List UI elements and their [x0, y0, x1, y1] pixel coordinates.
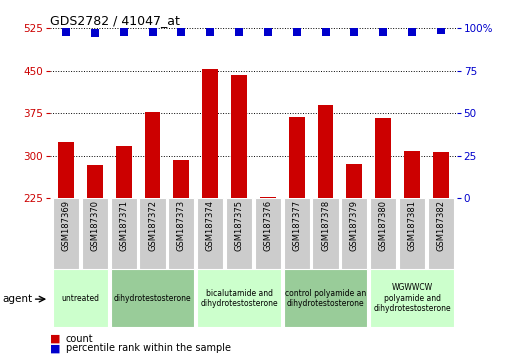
- Bar: [231, 75, 247, 198]
- Point: [177, 29, 185, 35]
- Bar: [58, 142, 74, 198]
- Text: GSM187378: GSM187378: [321, 200, 330, 251]
- FancyBboxPatch shape: [428, 198, 454, 269]
- Point: [62, 29, 70, 35]
- FancyBboxPatch shape: [370, 269, 454, 327]
- Bar: [145, 112, 161, 198]
- Bar: [289, 117, 305, 198]
- FancyBboxPatch shape: [313, 198, 338, 269]
- Point: [263, 29, 272, 35]
- Bar: [173, 160, 189, 198]
- Point: [408, 29, 416, 35]
- FancyBboxPatch shape: [341, 198, 367, 269]
- FancyBboxPatch shape: [370, 198, 397, 269]
- Point: [235, 29, 243, 35]
- Text: GSM187370: GSM187370: [90, 200, 99, 251]
- Text: dihydrotestosterone: dihydrotestosterone: [114, 294, 191, 303]
- Text: ■: ■: [50, 334, 61, 344]
- Bar: [346, 164, 362, 198]
- FancyBboxPatch shape: [168, 198, 194, 269]
- FancyBboxPatch shape: [139, 198, 166, 269]
- Point: [379, 29, 388, 35]
- FancyBboxPatch shape: [53, 198, 79, 269]
- FancyBboxPatch shape: [197, 269, 281, 327]
- Text: untreated: untreated: [61, 294, 99, 303]
- Bar: [116, 145, 131, 198]
- Bar: [318, 105, 334, 198]
- FancyBboxPatch shape: [82, 198, 108, 269]
- Text: GSM187377: GSM187377: [292, 200, 301, 251]
- FancyBboxPatch shape: [110, 198, 137, 269]
- Point: [91, 30, 99, 36]
- Text: bicalutamide and
dihydrotestosterone: bicalutamide and dihydrotestosterone: [200, 289, 278, 308]
- Text: GSM187369: GSM187369: [62, 200, 71, 251]
- Text: GSM187375: GSM187375: [234, 200, 243, 251]
- Text: GSM187379: GSM187379: [350, 200, 359, 251]
- Text: WGWWCW
polyamide and
dihydrotestosterone: WGWWCW polyamide and dihydrotestosterone: [373, 283, 451, 313]
- FancyBboxPatch shape: [284, 198, 310, 269]
- Point: [206, 29, 214, 35]
- Point: [119, 29, 128, 35]
- Text: GSM187380: GSM187380: [379, 200, 388, 251]
- Text: GSM187381: GSM187381: [408, 200, 417, 251]
- FancyBboxPatch shape: [254, 198, 281, 269]
- Text: GSM187373: GSM187373: [177, 200, 186, 251]
- Point: [350, 29, 359, 35]
- Text: GDS2782 / 41047_at: GDS2782 / 41047_at: [50, 14, 180, 27]
- Point: [148, 29, 157, 35]
- FancyBboxPatch shape: [53, 269, 108, 327]
- FancyBboxPatch shape: [399, 198, 425, 269]
- Text: percentile rank within the sample: percentile rank within the sample: [66, 343, 231, 353]
- Text: agent: agent: [3, 294, 33, 304]
- Bar: [202, 69, 218, 198]
- FancyBboxPatch shape: [226, 198, 252, 269]
- Text: GSM187372: GSM187372: [148, 200, 157, 251]
- Bar: [260, 196, 276, 198]
- FancyBboxPatch shape: [197, 198, 223, 269]
- Text: GSM187382: GSM187382: [436, 200, 445, 251]
- Text: ■: ■: [50, 343, 61, 353]
- Text: GSM187376: GSM187376: [263, 200, 272, 251]
- Bar: [87, 165, 103, 198]
- Bar: [433, 152, 449, 198]
- Point: [322, 29, 330, 35]
- Text: GSM187371: GSM187371: [119, 200, 128, 251]
- FancyBboxPatch shape: [284, 269, 367, 327]
- FancyBboxPatch shape: [110, 269, 194, 327]
- Bar: [375, 118, 391, 198]
- Point: [437, 27, 445, 33]
- Point: [293, 29, 301, 35]
- Text: control polyamide an
dihydrotestosterone: control polyamide an dihydrotestosterone: [285, 289, 366, 308]
- Text: GSM187374: GSM187374: [206, 200, 215, 251]
- Bar: [404, 151, 420, 198]
- Text: count: count: [66, 334, 93, 344]
